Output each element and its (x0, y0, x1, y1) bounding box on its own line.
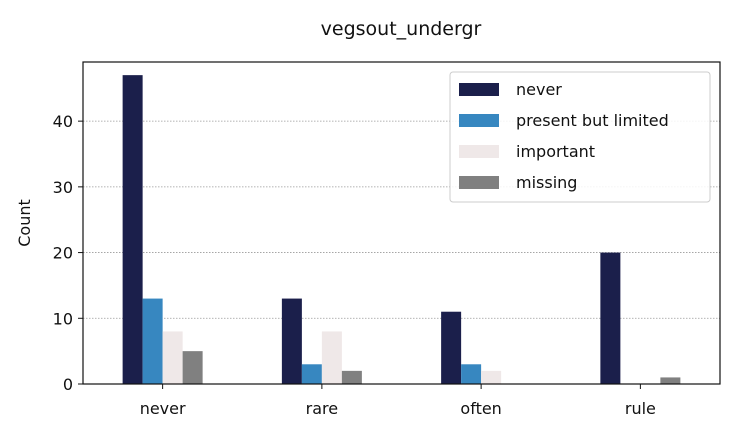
bar (122, 75, 143, 385)
bar (281, 298, 302, 384)
y-axis-label: Count (15, 199, 34, 247)
bar (321, 331, 342, 384)
legend-label: present but limited (516, 111, 669, 130)
axes: 0 10 20 30 40 never rare often rule (53, 61, 721, 418)
y-tick-label: 40 (53, 112, 73, 131)
legend-box (449, 71, 711, 203)
legend-swatch (459, 145, 499, 158)
bar (182, 351, 203, 384)
bar (660, 377, 681, 384)
x-tick-label: never (140, 399, 186, 418)
gridlines (83, 120, 720, 319)
bars (122, 75, 681, 385)
bar (341, 370, 362, 384)
legend-swatch (459, 114, 499, 127)
x-tick-label: often (460, 399, 501, 418)
legend: never present but limited important missing (449, 71, 711, 203)
legend-swatch (459, 176, 499, 189)
x-tick-label: rule (625, 399, 656, 418)
y-tick-label: 20 (53, 244, 73, 263)
bar (301, 364, 322, 384)
bar (481, 370, 502, 384)
bar (142, 298, 163, 384)
x-tick-label: rare (306, 399, 338, 418)
bar (461, 364, 482, 384)
chart-title: vegsout_undergr (321, 18, 482, 40)
y-tick-label: 30 (53, 178, 73, 197)
y-tick-label: 10 (53, 309, 73, 328)
bar (441, 311, 462, 384)
legend-swatch (459, 83, 499, 96)
bar (600, 252, 621, 384)
legend-label: missing (516, 173, 577, 192)
plot-frame (82, 61, 721, 385)
bar (162, 331, 183, 384)
legend-label: important (516, 142, 595, 161)
legend-label: never (516, 80, 562, 99)
y-tick-label: 0 (63, 375, 73, 394)
